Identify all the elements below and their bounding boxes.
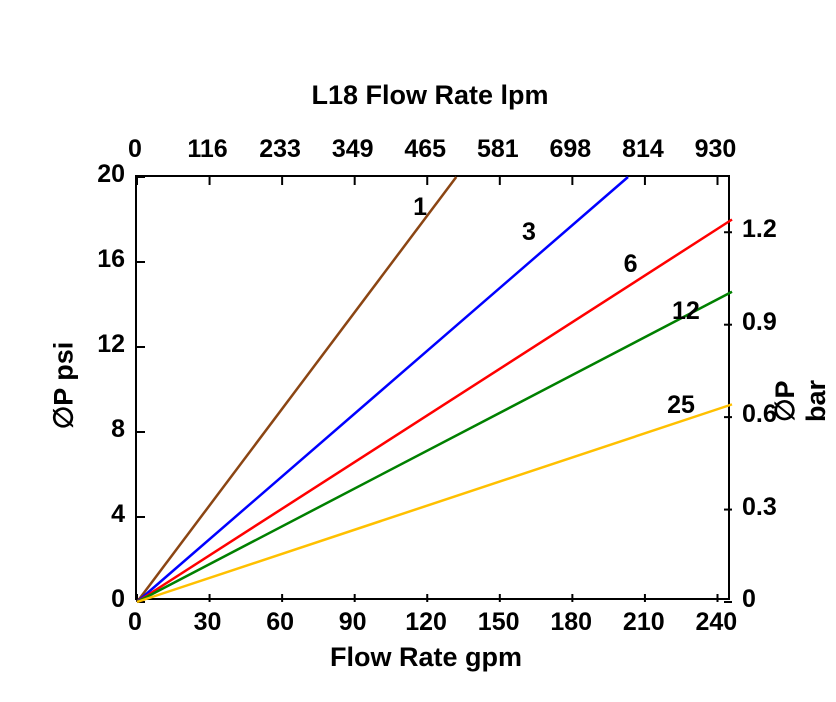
series-label-1: 1 <box>413 193 427 222</box>
x-bottom-tick: 150 <box>478 608 518 637</box>
x-bottom-tick: 120 <box>405 608 445 637</box>
series-line-3 <box>137 177 628 602</box>
y-right-tick: 0 <box>742 585 792 614</box>
x-top-tick: 698 <box>540 135 600 164</box>
series-line-1 <box>137 177 456 602</box>
x-axis-label-bottom: Flow Rate gpm <box>330 642 522 673</box>
y-right-tick: 0.3 <box>742 493 792 522</box>
y-right-tick: 1.2 <box>742 215 792 244</box>
chart-title-top: L18 Flow Rate lpm <box>230 80 630 111</box>
series-line-12 <box>137 292 732 602</box>
x-top-tick: 465 <box>395 135 455 164</box>
y-right-tick: 0.6 <box>742 400 792 429</box>
y-left-tick: 20 <box>85 160 125 189</box>
x-top-tick: 233 <box>250 135 310 164</box>
x-bottom-tick: 210 <box>623 608 663 637</box>
series-line-25 <box>137 404 732 602</box>
y-axis-label-left: ∅P psi <box>48 342 79 430</box>
x-bottom-tick: 180 <box>550 608 590 637</box>
chart-lines <box>137 177 732 602</box>
series-label-6: 6 <box>624 250 638 279</box>
y-left-tick: 12 <box>85 330 125 359</box>
series-label-3: 3 <box>522 218 536 247</box>
y-left-tick: 0 <box>85 585 125 614</box>
y-left-tick: 4 <box>85 500 125 529</box>
x-bottom-tick: 30 <box>188 608 228 637</box>
x-bottom-tick: 90 <box>333 608 373 637</box>
y-left-tick: 16 <box>85 245 125 274</box>
x-top-tick: 814 <box>613 135 673 164</box>
x-top-tick: 116 <box>178 135 238 164</box>
plot-area <box>135 175 730 600</box>
x-top-tick: 930 <box>685 135 745 164</box>
x-top-tick: 349 <box>323 135 383 164</box>
series-label-25: 25 <box>667 391 695 420</box>
x-bottom-tick: 240 <box>695 608 735 637</box>
y-right-tick: 0.9 <box>742 308 792 337</box>
chart-container: L18 Flow Rate lpm ∅P psi ∅P bar Flow Rat… <box>40 20 820 680</box>
series-label-12: 12 <box>672 297 700 326</box>
x-bottom-tick: 60 <box>260 608 300 637</box>
y-left-tick: 8 <box>85 415 125 444</box>
series-line-6 <box>137 220 732 603</box>
x-top-tick: 581 <box>468 135 528 164</box>
